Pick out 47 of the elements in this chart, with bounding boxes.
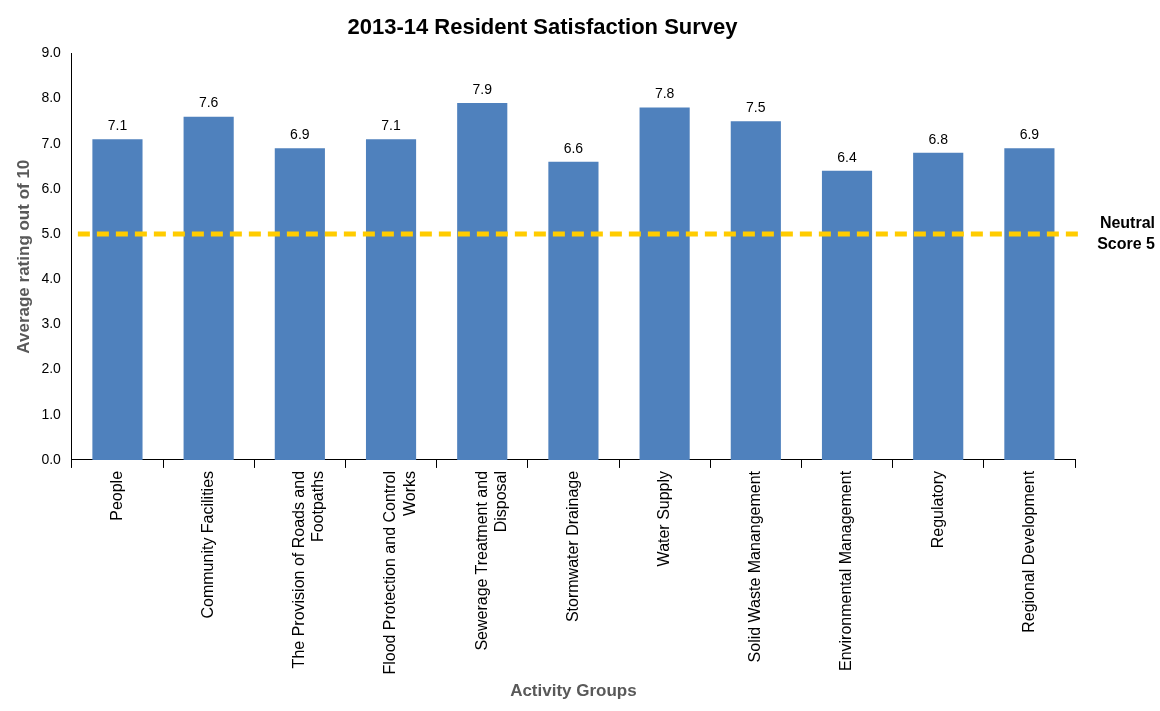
x-tick-label: People bbox=[107, 470, 125, 521]
chart-title: 2013-14 Resident Satisfaction Survey bbox=[347, 14, 739, 40]
x-tick-label: The Provision of Roads and Footpaths bbox=[290, 470, 327, 669]
bar bbox=[457, 103, 508, 460]
x-tick-label: Stormwater Drainage bbox=[563, 470, 581, 623]
bar bbox=[365, 139, 417, 460]
bar bbox=[821, 170, 873, 460]
bar bbox=[274, 148, 325, 460]
bar bbox=[548, 161, 599, 460]
data-label: 6.6 bbox=[563, 139, 584, 156]
y-tick-label: 8.0 bbox=[41, 89, 62, 106]
y-tick-label: 5.0 bbox=[41, 224, 62, 241]
x-tick-label: Environmental Management bbox=[837, 470, 855, 672]
data-label: 6.9 bbox=[1019, 126, 1040, 143]
bar bbox=[1004, 148, 1055, 460]
data-label: 7.1 bbox=[381, 117, 401, 134]
bar bbox=[639, 107, 690, 460]
y-tick-label: 3.0 bbox=[41, 315, 62, 332]
x-tick-label: Regional Development bbox=[1019, 470, 1037, 633]
x-axis-title: Activity Groups bbox=[510, 681, 637, 701]
bar bbox=[913, 152, 964, 460]
data-label: 7.9 bbox=[472, 80, 493, 97]
data-label: 7.5 bbox=[746, 99, 766, 116]
data-label: 6.9 bbox=[290, 126, 310, 143]
data-label: 7.1 bbox=[107, 117, 128, 134]
x-tick-label: Sewerage Treatment and Disposal bbox=[472, 470, 509, 651]
y-tick-label: 2.0 bbox=[41, 360, 62, 377]
y-tick-label: 6.0 bbox=[41, 179, 62, 196]
y-axis-title: Average rating out of 10 bbox=[13, 159, 33, 354]
y-tick-label: 0.0 bbox=[41, 450, 62, 467]
x-tick-label: Water Supply bbox=[655, 470, 673, 567]
x-tick-label: Community Facilities bbox=[199, 470, 217, 619]
x-tick-label: Solid Waste Manangement bbox=[746, 470, 764, 663]
y-tick-label: 7.0 bbox=[41, 134, 62, 151]
bar bbox=[730, 121, 781, 460]
data-label: 6.4 bbox=[837, 148, 857, 165]
bar bbox=[92, 139, 143, 460]
x-tick-label: Regulatory bbox=[928, 470, 946, 549]
x-tick-label: Flood Protection and Control Works bbox=[381, 470, 418, 675]
data-label: 7.8 bbox=[654, 85, 675, 102]
y-tick-label: 4.0 bbox=[41, 270, 62, 287]
bar bbox=[183, 116, 234, 460]
y-tick-label: 1.0 bbox=[41, 405, 62, 422]
data-label: 7.6 bbox=[198, 94, 219, 111]
data-label: 6.8 bbox=[928, 130, 949, 147]
y-tick-label: 9.0 bbox=[41, 44, 62, 61]
ref-line-label: Neutral Score 5 bbox=[1097, 213, 1156, 252]
